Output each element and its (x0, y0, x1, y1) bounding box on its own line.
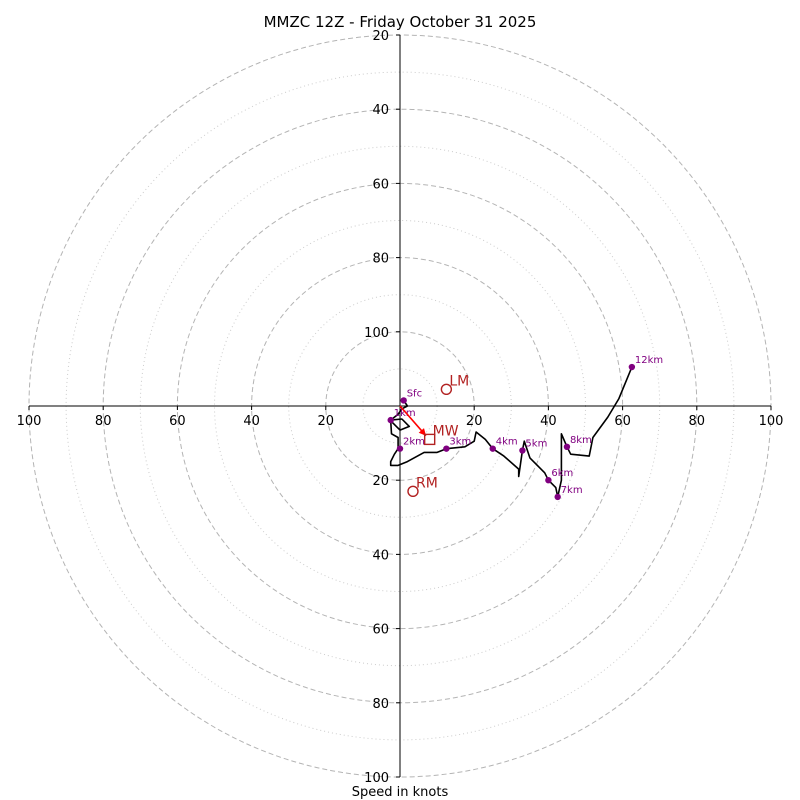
height-label-12km: 12km (635, 355, 663, 366)
x-tick-label: 20 (318, 414, 335, 429)
height-marker-1km (387, 416, 394, 424)
x-tick-label: 60 (614, 414, 631, 429)
height-marker-7km (554, 493, 561, 501)
storm-label-RM: RM (416, 475, 438, 491)
storm-motion-markers: LM RM MW (399, 373, 469, 498)
y-tick-label: 60 (372, 177, 389, 192)
y-tick-label: 100 (364, 326, 389, 341)
height-marker-2km (396, 445, 404, 452)
axis-tick-labels: 100 80 60 40 20 20 40 60 80 100 100 80 60 40 20 20 40 60 8… (17, 29, 784, 786)
height-marker-8km (563, 443, 571, 451)
chart-title: MMZC 12Z - Friday October 31 2025 (264, 13, 537, 31)
storm-label-MW: MW (433, 423, 459, 439)
y-tick-label: 40 (372, 548, 389, 563)
y-tick-label: 80 (372, 252, 389, 267)
x-tick-label: 80 (689, 414, 706, 429)
height-label-5km: 5km (525, 439, 547, 450)
x-tick-label: 40 (243, 414, 260, 429)
y-tick-label: 80 (372, 697, 389, 712)
height-label-Sfc: Sfc (407, 388, 422, 399)
storm-marker-MW (423, 433, 436, 446)
height-label-6km: 6km (551, 468, 573, 479)
height-marker-5km (519, 447, 526, 454)
x-tick-label: 100 (759, 414, 784, 429)
storm-marker-RM (407, 485, 419, 498)
x-tick-label: 20 (466, 414, 483, 429)
height-label-7km: 7km (561, 485, 583, 496)
y-tick-label: 100 (364, 771, 389, 786)
x-tick-label: 60 (169, 414, 186, 429)
y-tick-label: 40 (372, 103, 389, 118)
wind-trace (389, 366, 633, 498)
height-marker-3km (443, 445, 450, 452)
y-tick-label: 20 (372, 474, 389, 489)
storm-marker-LM (440, 383, 453, 396)
height-label-1km: 1km (394, 408, 416, 419)
height-marker-12km (628, 363, 636, 371)
height-label-4km: 4km (496, 437, 518, 448)
x-tick-label: 80 (95, 414, 112, 429)
y-tick-label: 60 (372, 623, 389, 638)
wind-trace-line (389, 366, 633, 498)
height-markers: Sfc 1km 2km 3km 4km 5km 6km 7km 8km 12km (387, 355, 663, 501)
storm-label-LM: LM (449, 373, 469, 389)
y-tick-label: 20 (372, 29, 389, 44)
height-label-2km: 2km (403, 437, 425, 448)
height-marker-Sfc (400, 397, 407, 404)
x-tick-label: 100 (17, 414, 42, 429)
height-label-3km: 3km (449, 437, 471, 448)
height-marker-6km (545, 477, 552, 484)
x-tick-label: 40 (540, 414, 557, 429)
height-marker-4km (489, 445, 496, 452)
x-axis-label: Speed in knots (352, 785, 449, 800)
height-label-8km: 8km (570, 435, 592, 446)
